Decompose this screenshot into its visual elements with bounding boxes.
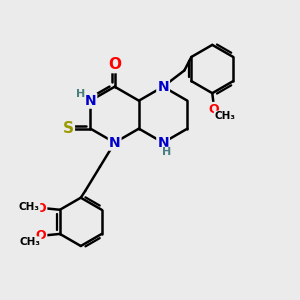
Text: H: H (162, 147, 171, 158)
Text: O: O (208, 103, 219, 116)
Text: O: O (108, 57, 121, 72)
Text: CH₃: CH₃ (19, 202, 40, 212)
Text: CH₃: CH₃ (214, 111, 236, 121)
Text: O: O (36, 229, 46, 242)
Text: N: N (157, 80, 169, 94)
Text: S: S (63, 121, 74, 136)
Text: N: N (85, 94, 96, 108)
Text: N: N (157, 136, 169, 150)
Text: N: N (109, 136, 121, 150)
Text: O: O (36, 202, 46, 215)
Text: CH₃: CH₃ (20, 237, 41, 247)
Text: H: H (76, 89, 85, 99)
